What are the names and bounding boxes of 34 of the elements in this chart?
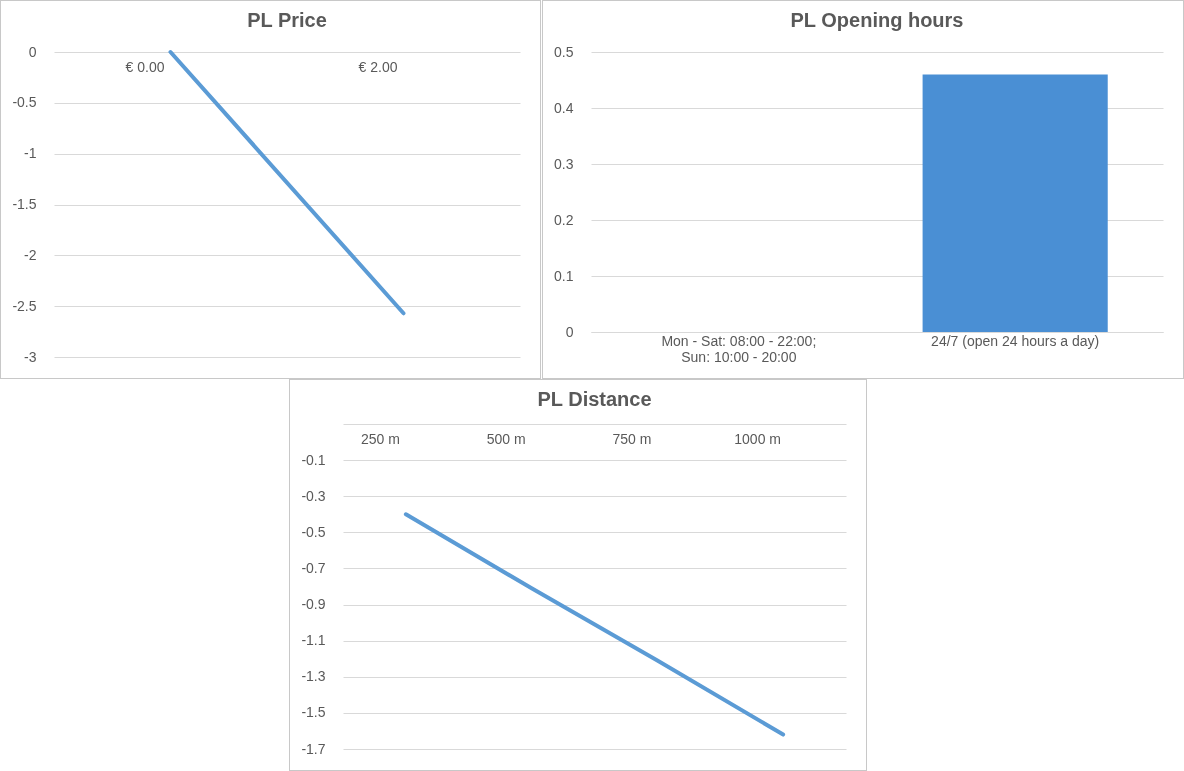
y-tick-label: 0.4	[554, 99, 574, 116]
y-tick-label: -0.9	[301, 596, 326, 613]
line-series	[403, 512, 786, 737]
y-tick-label: -0.5	[301, 523, 326, 540]
y-tick-label: -1.5	[12, 196, 37, 212]
y-tick-label: -2	[24, 246, 37, 263]
x-tick-label: € 2.00	[358, 58, 398, 75]
y-tick-label: -1.7	[301, 740, 326, 757]
y-tick-label: -2.5	[12, 297, 37, 314]
y-tick-label: 0	[28, 43, 37, 60]
y-tick-label: -0.1	[301, 451, 326, 468]
y-tick-label: -1.5	[301, 704, 326, 721]
x-tick-label: 500 m	[486, 430, 526, 447]
x-tick-label: 24/7 (open 24 hours a day)	[931, 332, 1100, 349]
chart-title: PL Distance	[537, 388, 652, 410]
chart-title: PL Opening hours	[790, 9, 964, 31]
y-tick-label: -1.1	[301, 632, 326, 649]
y-tick-label: 0.1	[554, 267, 574, 284]
y-tick-label: -3	[24, 348, 37, 365]
y-tick-label: 0.5	[554, 43, 574, 60]
y-tick-label: -0.3	[301, 487, 326, 504]
y-tick-label: -0.7	[301, 559, 326, 576]
y-tick-label: -0.5	[12, 94, 37, 111]
y-tick-label: 0.3	[554, 155, 574, 172]
x-tick-label: Mon - Sat: 08:00 - 22:00; Sun: 10:00 - 20:00	[661, 332, 817, 365]
x-tick-label: 1000 m	[734, 430, 781, 447]
y-tick-label: 0	[565, 323, 574, 340]
x-tick-label: 250 m	[360, 430, 400, 447]
chart-title: PL Price	[247, 9, 327, 31]
x-tick-label: € 0.00	[125, 58, 165, 75]
y-tick-label: 0.2	[554, 211, 574, 228]
y-tick-label: -1	[24, 145, 37, 162]
y-tick-label: -1.3	[301, 668, 326, 685]
x-tick-label: 750 m	[612, 430, 652, 447]
